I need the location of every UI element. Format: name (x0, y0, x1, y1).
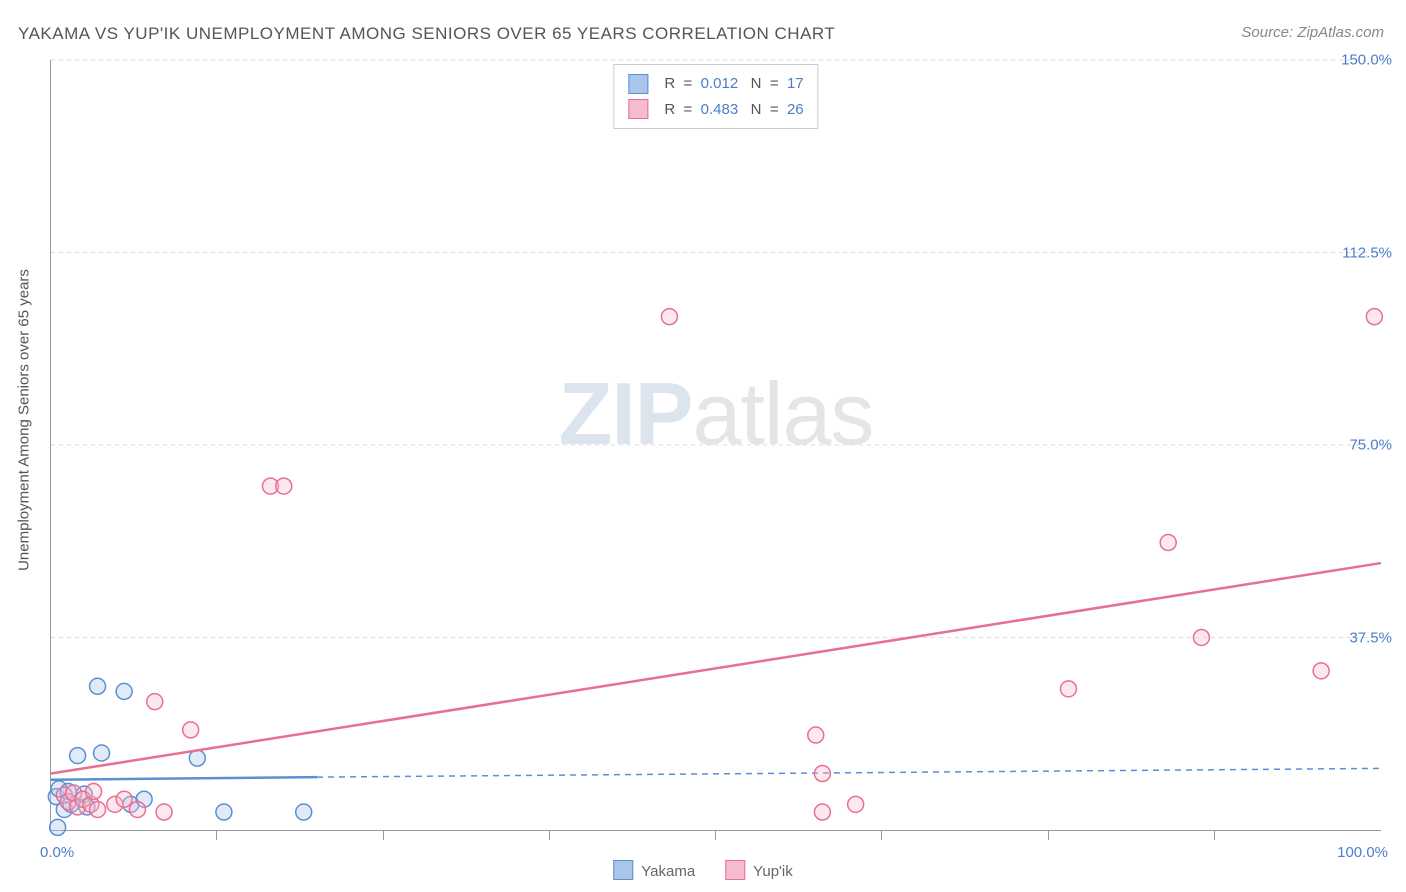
legend-swatch (725, 860, 745, 880)
y-axis-label: Unemployment Among Seniors over 65 years (16, 269, 33, 571)
y-tick-label: 112.5% (1342, 244, 1392, 261)
x-minor-tick (216, 830, 217, 840)
y-tick-label: 37.5% (1349, 629, 1392, 646)
source-attribution: Source: ZipAtlas.com (1241, 24, 1384, 41)
x-tick-label: 0.0% (40, 844, 74, 861)
chart-title: YAKAMA VS YUP'IK UNEMPLOYMENT AMONG SENI… (18, 24, 835, 44)
legend-item: Yup'ik (725, 860, 793, 880)
x-minor-tick (1048, 830, 1049, 840)
series-legend: Yakama Yup'ik (613, 860, 792, 880)
plot-svg (51, 60, 1381, 830)
legend-swatch (628, 74, 648, 94)
correlation-legend: R = 0.012 N = 17R = 0.483 N = 26 (613, 64, 818, 129)
y-tick-label: 75.0% (1349, 437, 1392, 454)
legend-swatch (628, 99, 648, 119)
x-minor-tick (383, 830, 384, 840)
legend-swatch (613, 860, 633, 880)
plot-area: R = 0.012 N = 17R = 0.483 N = 26 ZIPatla… (50, 60, 1381, 831)
x-minor-tick (549, 830, 550, 840)
legend-row: R = 0.483 N = 26 (628, 97, 803, 123)
source-prefix: Source: (1241, 24, 1297, 41)
x-tick-label: 100.0% (1337, 844, 1388, 861)
legend-item: Yakama (613, 860, 695, 880)
legend-label: Yakama (641, 863, 695, 880)
x-minor-tick (715, 830, 716, 840)
legend-row: R = 0.012 N = 17 (628, 71, 803, 97)
x-minor-tick (881, 830, 882, 840)
y-tick-label: 150.0% (1341, 52, 1392, 69)
legend-label: Yup'ik (753, 863, 793, 880)
x-minor-tick (1214, 830, 1215, 840)
chart-container: YAKAMA VS YUP'IK UNEMPLOYMENT AMONG SENI… (0, 0, 1406, 892)
source-name: ZipAtlas.com (1297, 24, 1384, 41)
